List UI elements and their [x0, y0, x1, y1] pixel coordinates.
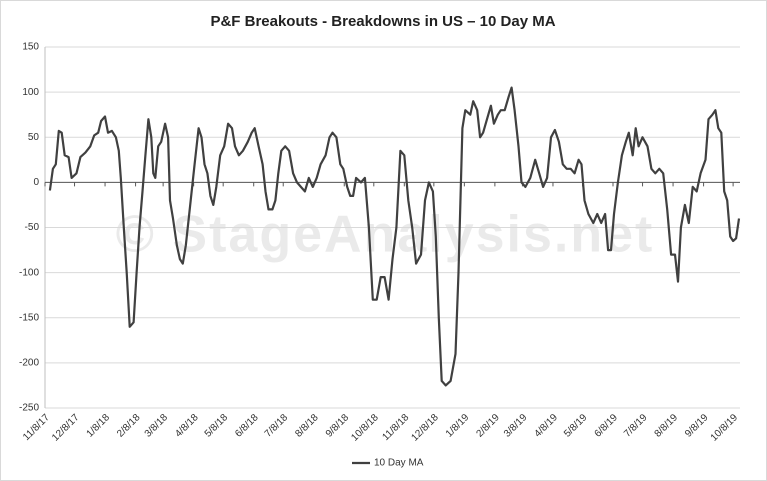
y-tick-label: -250 [19, 403, 39, 414]
watermark: © StageAnalysis.net [116, 206, 655, 264]
y-tick-label: -100 [19, 267, 39, 278]
y-tick-label: -150 [19, 312, 39, 323]
y-tick-label: 50 [28, 132, 40, 143]
y-tick-label: 0 [33, 177, 39, 188]
chart-title: P&F Breakouts - Breakdowns in US – 10 Da… [210, 13, 555, 30]
legend-label: 10 Day MA [374, 458, 424, 469]
y-tick-label: -200 [19, 358, 39, 369]
y-tick-label: 150 [22, 42, 39, 53]
data-line [48, 86, 741, 387]
y-tick-label: -50 [25, 222, 40, 233]
y-tick-label: 100 [22, 87, 39, 98]
